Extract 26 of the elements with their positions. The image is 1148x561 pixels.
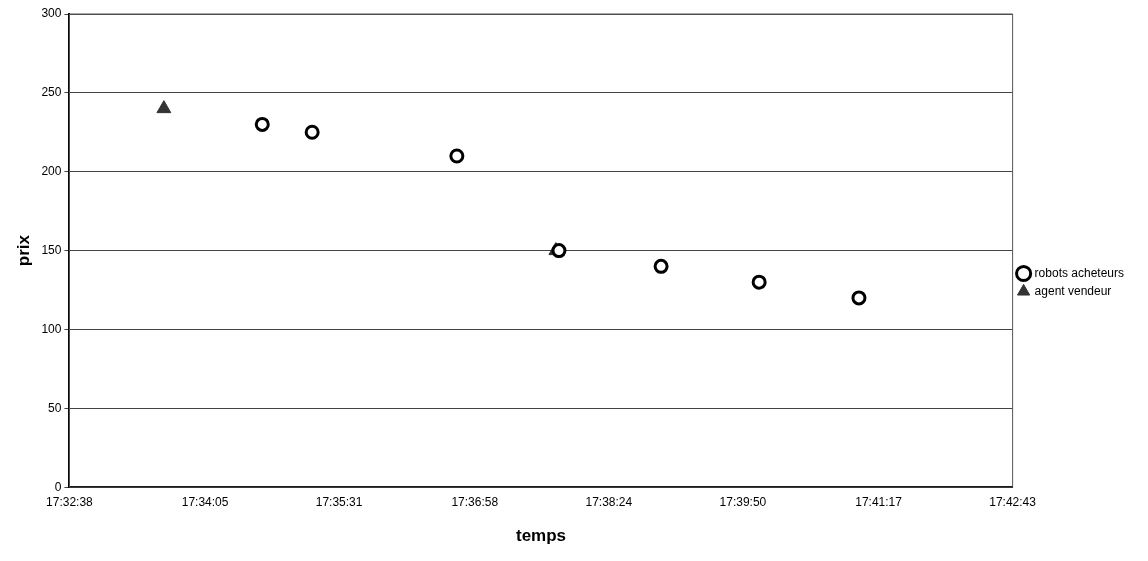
point (449, 148, 465, 164)
x-tick-label: 17:32:38 (46, 494, 94, 509)
x-tick-label: 17:34:05 (181, 494, 229, 509)
point (851, 290, 867, 306)
x-tick-label: 17:36:58 (451, 494, 499, 509)
x-tick-label: 17:38:24 (585, 494, 633, 509)
point (304, 124, 320, 140)
y-tick-label: 250 (41, 85, 62, 100)
x-tick-label: 17:39:50 (719, 494, 767, 509)
point (254, 116, 270, 132)
x-axis-title: temps (515, 526, 567, 546)
x-tick-label: 17:35:31 (315, 494, 363, 509)
point (156, 100, 172, 114)
y-tick-label: 200 (41, 164, 62, 179)
point (653, 258, 669, 274)
legend-label: robots acheteurs (1034, 265, 1125, 280)
y-axis-title: prix (13, 234, 33, 267)
y-tick-label: 300 (41, 6, 62, 21)
x-tick-label: 17:41:17 (855, 494, 903, 509)
x-tick-label: 17:42:43 (989, 494, 1037, 509)
y-tick-label: 50 (48, 400, 62, 415)
legend-label: agent vendeur (1034, 283, 1112, 298)
point (751, 274, 767, 290)
y-tick-label: 150 (41, 242, 62, 257)
y-tick-label: 0 (54, 479, 62, 494)
y-tick-label: 100 (41, 321, 62, 336)
